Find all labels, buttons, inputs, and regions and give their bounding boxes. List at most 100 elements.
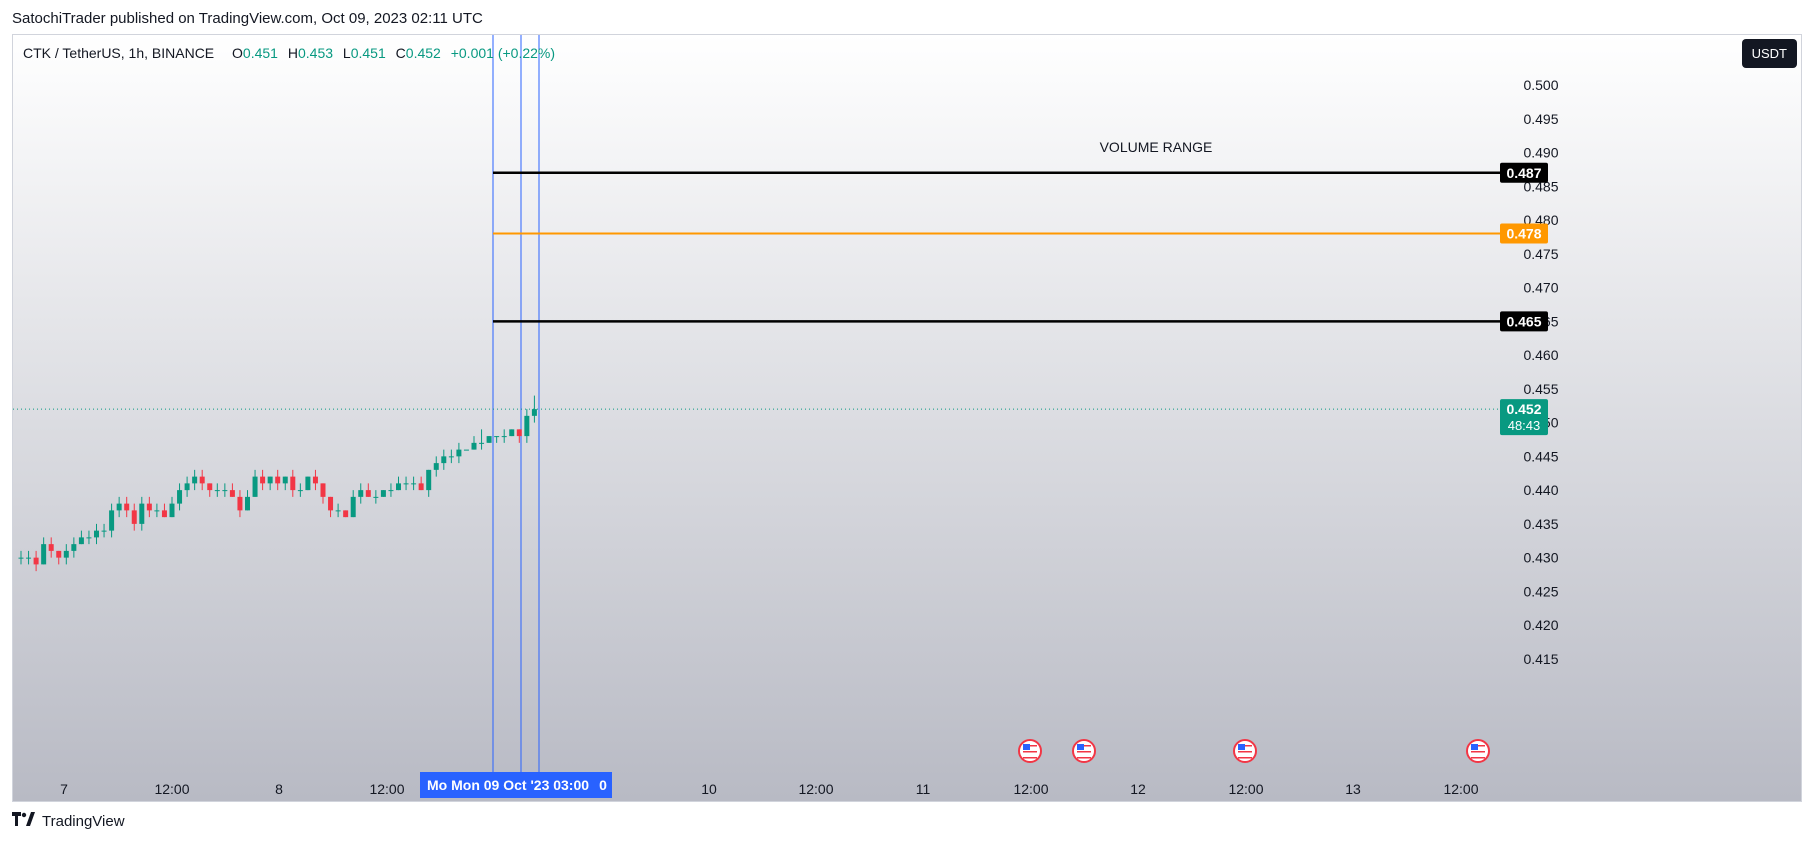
candle-body[interactable]: [373, 496, 379, 498]
candle-body[interactable]: [161, 510, 167, 518]
candle-body[interactable]: [479, 442, 485, 444]
candle-body[interactable]: [418, 483, 424, 491]
candle-body[interactable]: [63, 550, 69, 558]
selected-time-right-text: 0: [599, 777, 607, 793]
candle-body[interactable]: [101, 530, 107, 532]
candle-body[interactable]: [501, 436, 507, 438]
candle-body[interactable]: [305, 476, 311, 491]
candle-body[interactable]: [380, 490, 386, 497]
candle-body[interactable]: [516, 429, 522, 437]
candle-body[interactable]: [18, 557, 24, 559]
candle-body[interactable]: [350, 496, 356, 518]
candle-body[interactable]: [411, 483, 417, 485]
candle-body[interactable]: [214, 490, 220, 492]
us-flag-event-icon[interactable]: [1233, 739, 1257, 763]
candle-body[interactable]: [192, 476, 198, 484]
high-key: H: [287, 45, 298, 61]
candle-body[interactable]: [297, 490, 303, 492]
candle-body[interactable]: [433, 463, 439, 470]
candle-body[interactable]: [358, 490, 364, 497]
price-tick: 0.495: [1523, 111, 1558, 127]
currency-button[interactable]: USDT: [1741, 39, 1797, 68]
candle-body[interactable]: [139, 503, 145, 524]
selected-time-label[interactable]: [420, 772, 612, 798]
candle-body[interactable]: [41, 544, 47, 565]
candle-body[interactable]: [448, 456, 454, 458]
candle-body[interactable]: [116, 503, 122, 511]
candle-body[interactable]: [169, 503, 175, 518]
symbol-info[interactable]: CTK / TetherUS, 1h, BINANCE: [23, 45, 215, 61]
candle-body[interactable]: [524, 415, 530, 437]
volume-range-label: VOLUME RANGE: [1100, 139, 1213, 155]
tradingview-logo-icon[interactable]: [12, 812, 36, 830]
candle-body[interactable]: [124, 503, 130, 511]
candle-body[interactable]: [509, 429, 515, 437]
price-tick: 0.475: [1523, 246, 1558, 262]
candle-body[interactable]: [222, 490, 228, 492]
us-flag-event-icon[interactable]: [1466, 739, 1490, 763]
price-tick: 0.420: [1523, 617, 1558, 633]
price-chart[interactable]: VOLUME RANGE0.5000.4950.4900.4850.4800.4…: [13, 35, 1802, 802]
time-tick: 13: [1345, 781, 1361, 797]
open-value: 0.451: [242, 45, 278, 61]
candle-body[interactable]: [71, 544, 77, 551]
candle-body[interactable]: [94, 530, 99, 538]
candle-body[interactable]: [26, 557, 32, 559]
candle-body[interactable]: [78, 537, 84, 545]
candle-body[interactable]: [343, 510, 349, 518]
candle-body[interactable]: [33, 557, 39, 565]
candle-body[interactable]: [441, 456, 447, 464]
candle-body[interactable]: [109, 510, 115, 531]
level-price-label-1-text: 0.487: [1506, 165, 1541, 181]
last-price-label[interactable]: [1500, 399, 1548, 436]
level-price-label-2[interactable]: [1500, 223, 1548, 244]
level-price-label-2-text: 0.478: [1506, 226, 1541, 242]
candle-body[interactable]: [463, 449, 469, 451]
time-tick: 7: [60, 781, 68, 797]
chart-panel[interactable]: VOLUME RANGE 0.500 0.495 0.490 0.485 0.480 0.4…: [12, 34, 1802, 802]
candle-body[interactable]: [267, 476, 273, 484]
footer-brand[interactable]: TradingView: [42, 812, 125, 830]
level-price-label-1[interactable]: [1500, 162, 1548, 183]
candle-body[interactable]: [86, 537, 92, 539]
candle-body[interactable]: [426, 469, 432, 491]
candle-body[interactable]: [403, 483, 409, 485]
candle-body[interactable]: [335, 510, 341, 512]
candle-body[interactable]: [275, 476, 281, 484]
level-price-label-3[interactable]: [1500, 311, 1548, 332]
us-flag-event-icon[interactable]: [1072, 739, 1096, 763]
candle-body[interactable]: [388, 490, 394, 492]
candle-body[interactable]: [146, 503, 152, 511]
time-tick: 12:00: [798, 781, 833, 797]
candle-body[interactable]: [154, 510, 160, 512]
time-tick: 12:00: [1443, 781, 1478, 797]
candle-body[interactable]: [396, 483, 401, 491]
price-tick: 0.425: [1523, 583, 1558, 599]
candle-body[interactable]: [282, 476, 288, 484]
candle-body[interactable]: [245, 496, 250, 511]
candle-body[interactable]: [56, 550, 62, 558]
candle-body[interactable]: [260, 476, 266, 484]
candle-body[interactable]: [184, 483, 190, 491]
candle-body[interactable]: [229, 490, 235, 497]
candle-body[interactable]: [252, 476, 258, 497]
candle-body[interactable]: [131, 510, 137, 524]
candle-body[interactable]: [199, 476, 205, 484]
candle-body[interactable]: [365, 490, 371, 497]
candle-body[interactable]: [312, 476, 318, 484]
candle-body[interactable]: [207, 483, 213, 491]
time-tick: 12:00: [154, 781, 189, 797]
candle-body[interactable]: [48, 544, 54, 551]
candle-body[interactable]: [471, 442, 477, 450]
candle-body[interactable]: [177, 490, 183, 504]
candle-body[interactable]: [456, 449, 462, 457]
candle-body[interactable]: [320, 483, 326, 497]
candle-body[interactable]: [494, 436, 500, 438]
candle-body[interactable]: [328, 496, 334, 511]
candle-body[interactable]: [486, 436, 492, 443]
candle-body[interactable]: [290, 476, 296, 491]
us-flag-event-icon[interactable]: [1018, 739, 1042, 763]
candle-body[interactable]: [237, 496, 243, 511]
close-value: 0.452: [405, 45, 441, 61]
candle-body[interactable]: [531, 409, 537, 416]
